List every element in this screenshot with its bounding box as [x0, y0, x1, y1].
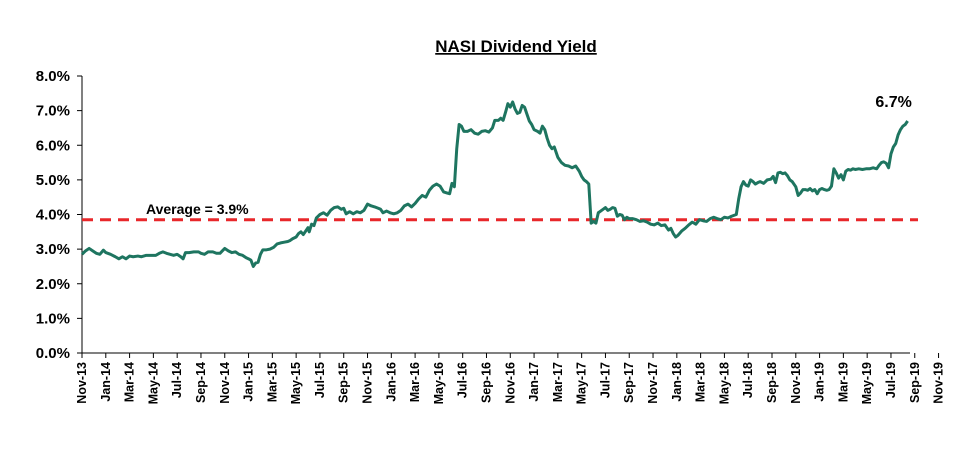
x-tick-label: Nov-15	[361, 362, 375, 404]
x-tick-label: Mar-17	[551, 362, 565, 402]
x-tick-label: May-19	[860, 362, 874, 404]
y-tick-label: 4.0%	[36, 207, 70, 224]
x-tick-label: Jul-14	[170, 362, 184, 398]
y-tick-label: 8.0%	[36, 68, 70, 85]
x-tick-label: Nov-16	[503, 362, 517, 404]
x-tick-label: Mar-14	[123, 362, 137, 402]
x-tick-label: Jul-15	[313, 362, 327, 398]
x-tick-label: Sep-17	[622, 362, 636, 403]
chart-title: NASI Dividend Yield	[435, 37, 597, 56]
x-tick-label: Sep-18	[765, 362, 779, 403]
x-tick-label: Jul-17	[598, 362, 612, 398]
y-tick-label: 6.0%	[36, 137, 70, 154]
x-tick-label: May-18	[717, 362, 731, 404]
x-tick-label: Jan-19	[813, 362, 827, 402]
y-tick-label: 3.0%	[36, 241, 70, 258]
x-tick-label: May-15	[289, 362, 303, 404]
y-tick-label: 0.0%	[36, 345, 70, 362]
y-tick-label: 7.0%	[36, 103, 70, 120]
x-tick-label: Nov-14	[218, 362, 232, 404]
x-tick-label: Jul-16	[456, 362, 470, 398]
x-tick-label: Jan-15	[242, 362, 256, 402]
x-tick-label: Jan-17	[527, 362, 541, 402]
x-tick-label: May-17	[575, 362, 589, 404]
x-tick-label: Jan-16	[384, 362, 398, 402]
x-tick-label: May-16	[432, 362, 446, 404]
x-tick-label: Sep-16	[479, 362, 493, 403]
x-tick-label: Mar-15	[265, 362, 279, 402]
x-tick-label: Nov-19	[932, 362, 946, 404]
y-axis-ticks: 0.0% 1.0% 2.0% 3.0% 4.0% 5.0% 6.0% 7.0% 8.0%	[36, 68, 82, 362]
y-tick-label: 5.0%	[36, 172, 70, 189]
x-tick-label: Mar-16	[408, 362, 422, 402]
x-tick-label: May-14	[146, 362, 160, 404]
x-tick-label: Sep-19	[908, 362, 922, 403]
x-tick-label: Jul-18	[741, 362, 755, 398]
x-tick-label: Sep-15	[337, 362, 351, 403]
x-tick-label: Sep-14	[194, 362, 208, 403]
x-tick-label: Mar-19	[836, 362, 850, 402]
last-value-label: 6.7%	[875, 94, 911, 111]
y-tick-label: 2.0%	[36, 276, 70, 293]
series-line-dividend-yield	[80, 100, 909, 268]
x-tick-label: Nov-17	[646, 362, 660, 404]
average-label: Average = 3.9%	[146, 201, 249, 217]
x-tick-label: Jan-14	[99, 362, 113, 402]
x-tick-label: Nov-18	[789, 362, 803, 404]
x-tick-label: Jan-18	[670, 362, 684, 402]
x-tick-label: Mar-18	[694, 362, 708, 402]
y-tick-label: 1.0%	[36, 310, 70, 327]
x-tick-label: Nov-13	[75, 362, 89, 404]
x-axis-ticks: Nov-13 Jan-14 Mar-14 May-14 Jul-14 Sep-14 Nov-…	[75, 353, 946, 404]
x-tick-label: Jul-19	[884, 362, 898, 398]
